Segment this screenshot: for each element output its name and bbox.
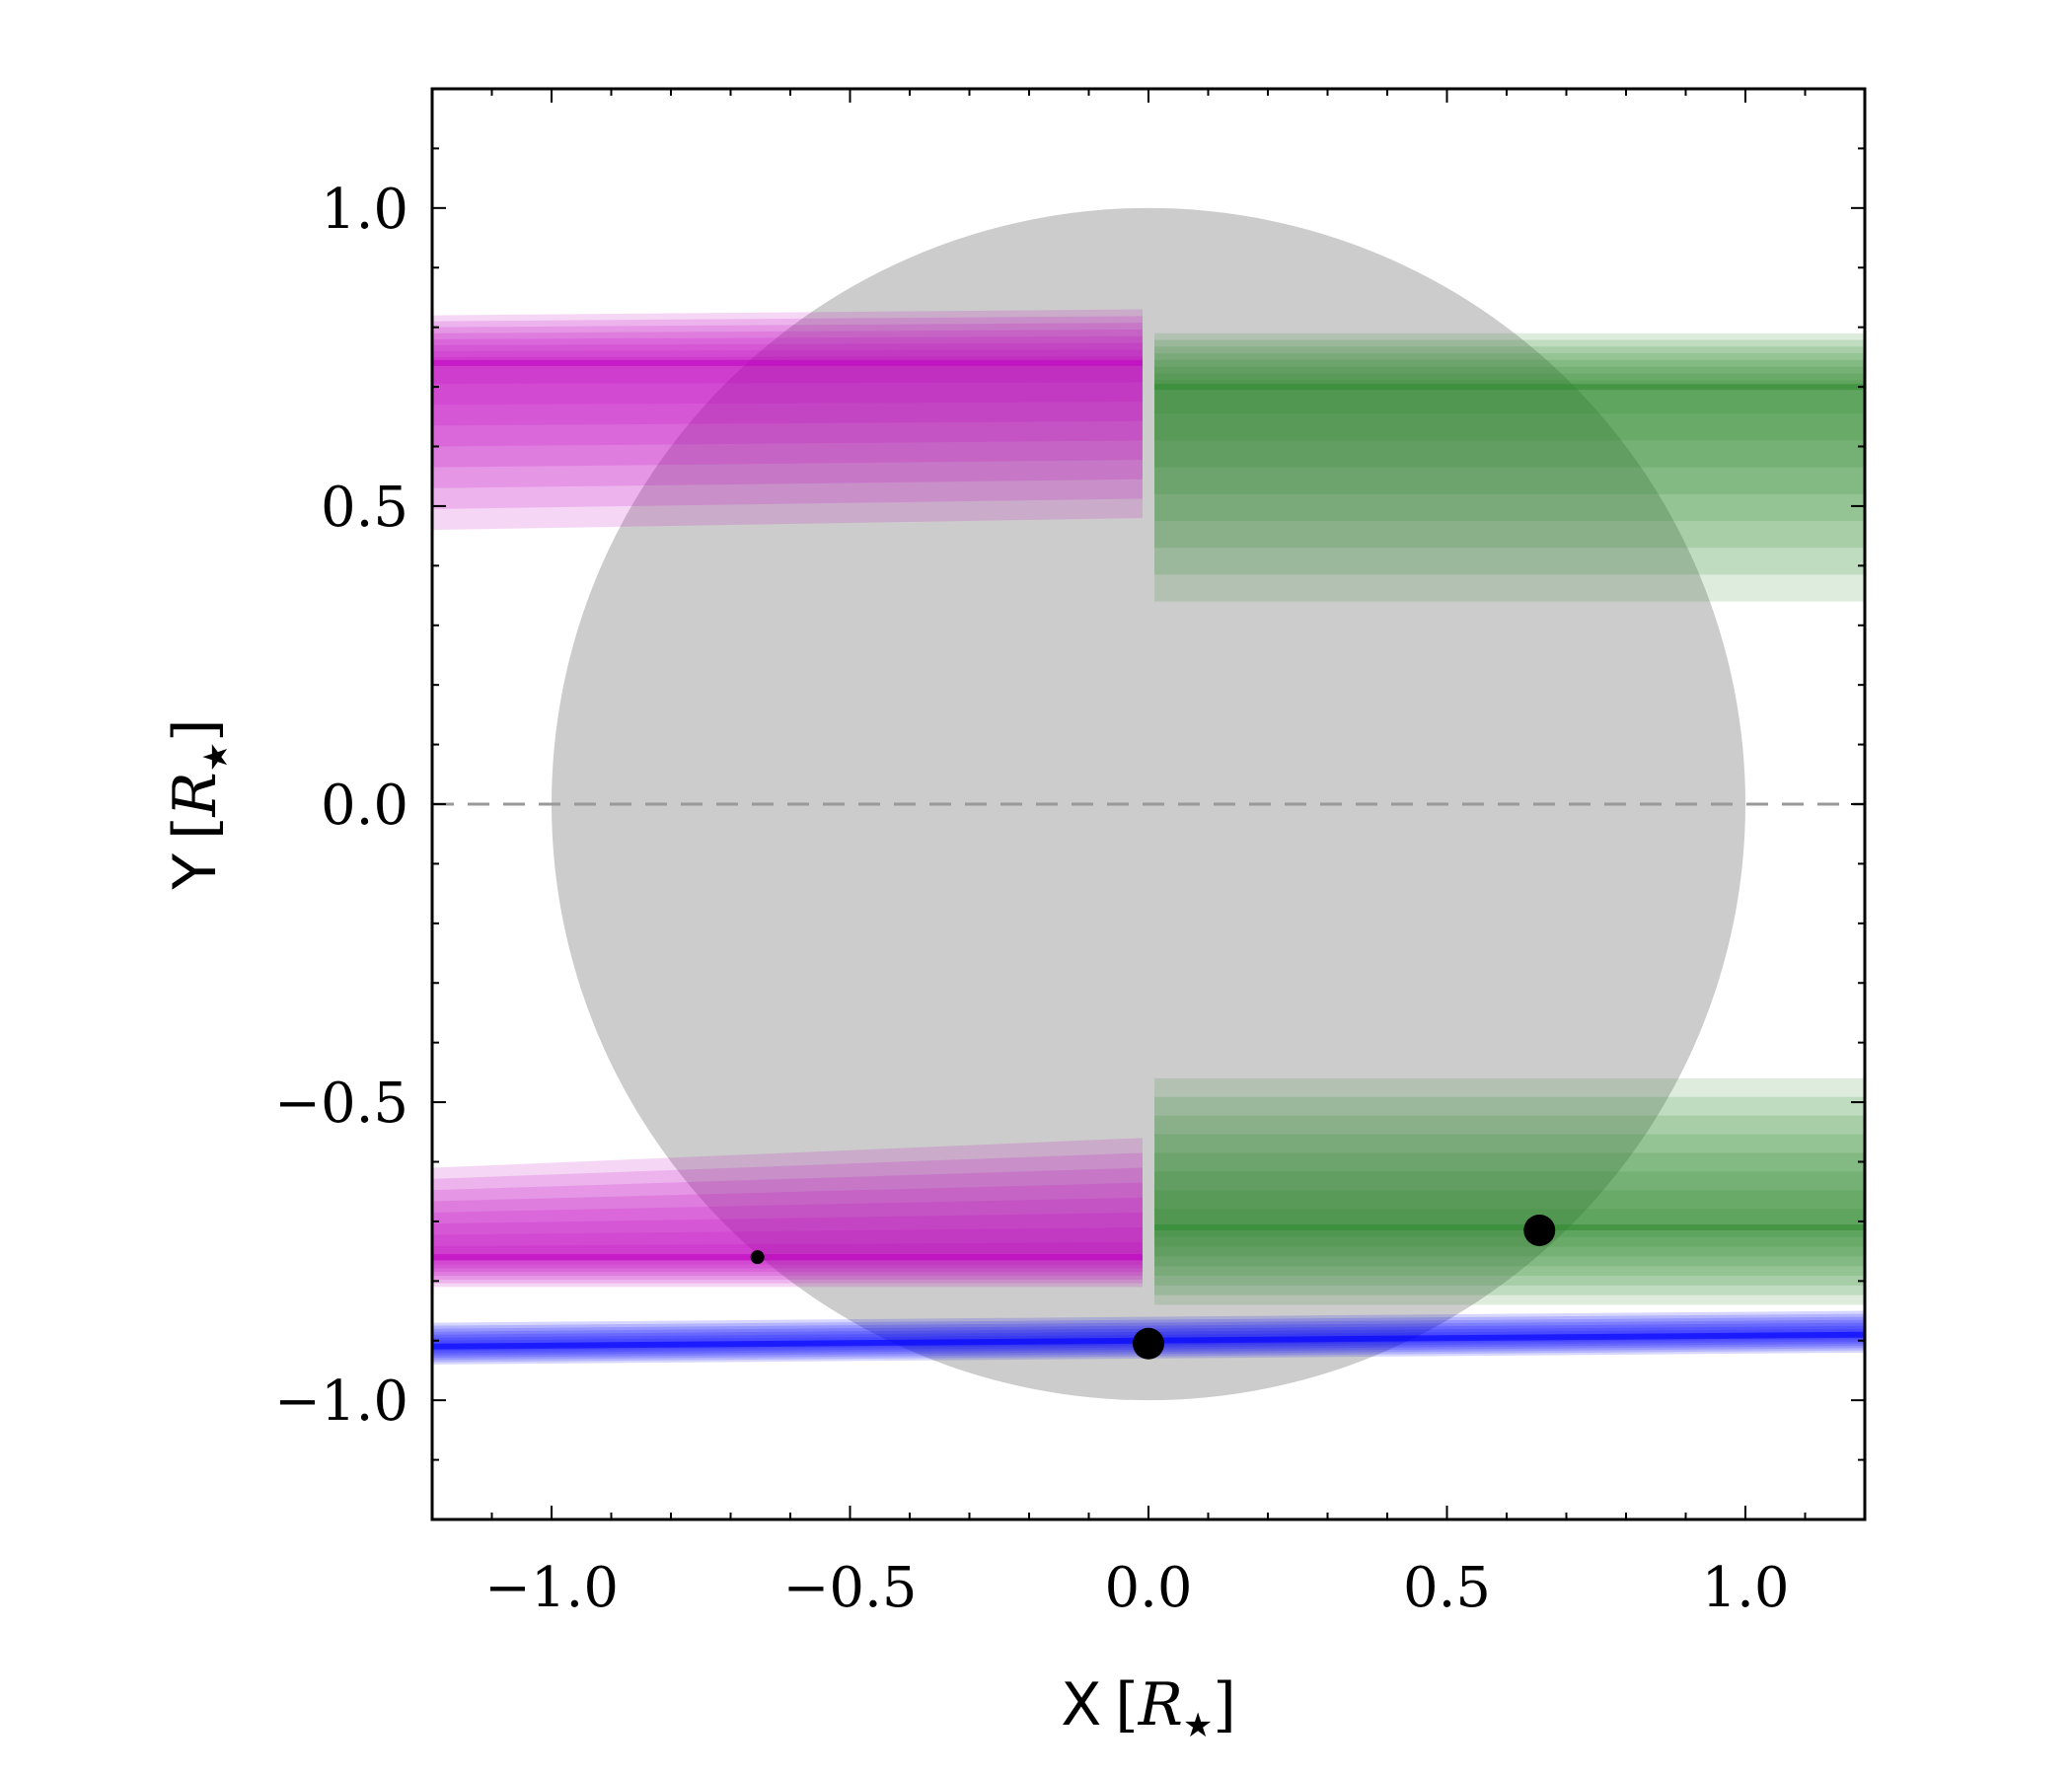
y-tick-label: 0.5 — [321, 476, 408, 540]
series-0-band-0 — [432, 309, 1143, 531]
ticks — [432, 88, 1866, 1519]
band-layer — [1154, 1115, 1865, 1286]
xlabel-unit-symbol: R — [1138, 1670, 1183, 1739]
y-axis-label: Y [R★] — [161, 718, 236, 890]
band-layer — [432, 1197, 1143, 1273]
plot-area — [432, 207, 1865, 1401]
band-layer — [1154, 339, 1865, 575]
ylabel-name: Y — [161, 853, 230, 891]
ylabel-unit-symbol: R — [161, 772, 230, 817]
xlabel-name: X — [1061, 1670, 1101, 1739]
x-tick-label: 1.0 — [1701, 1556, 1789, 1620]
xlabel-bracket-close: ] — [1213, 1670, 1235, 1739]
band-layer — [1154, 1171, 1865, 1257]
ylabel-bracket-open: [ — [161, 817, 230, 840]
band-layer — [432, 1138, 1143, 1288]
band-layer — [1154, 1152, 1865, 1267]
band-layer — [1154, 353, 1865, 522]
band-layer — [1154, 1077, 1865, 1305]
ylabel-unit-subscript: ★ — [196, 742, 236, 772]
data-point-2 — [1523, 1214, 1556, 1246]
band-layer — [1154, 1134, 1865, 1277]
series-0-band-1 — [432, 1138, 1143, 1288]
series-1-band-1 — [1154, 1077, 1865, 1305]
band-layer — [1154, 359, 1865, 494]
band-layer — [1154, 366, 1865, 468]
series-1 — [1154, 333, 1865, 1305]
y-tick-label: 1.0 — [321, 178, 408, 242]
band-layer — [1154, 1096, 1865, 1295]
band-layer — [1154, 346, 1865, 549]
band-layer — [1154, 1190, 1865, 1247]
xlabel-bracket-open: [ — [1115, 1670, 1138, 1739]
band-layer — [1154, 333, 1865, 602]
series-0 — [432, 309, 1143, 1288]
data-point-1 — [1133, 1327, 1164, 1360]
x-tick-label: 0.5 — [1403, 1556, 1491, 1620]
xlabel-unit-subscript: ★ — [1183, 1706, 1213, 1745]
y-tick-label: −1.0 — [274, 1369, 408, 1434]
data-point-0 — [750, 1250, 765, 1265]
x-tick-label: −0.5 — [783, 1556, 918, 1620]
x-axis-label: X [R★] — [1061, 1670, 1236, 1745]
ylabel-bracket-close: ] — [161, 718, 230, 741]
x-tick-label: −1.0 — [484, 1556, 619, 1620]
y-tick-label: 0.0 — [321, 774, 408, 838]
band-layer — [432, 1152, 1143, 1284]
band-layer — [1154, 373, 1865, 441]
x-tick-label: 0.0 — [1104, 1556, 1192, 1620]
band-layer — [432, 1182, 1143, 1277]
series-1-band-0 — [1154, 333, 1865, 602]
band-layer — [432, 1167, 1143, 1280]
band-layer — [1154, 1209, 1865, 1237]
y-tick-label: −0.5 — [274, 1072, 408, 1136]
